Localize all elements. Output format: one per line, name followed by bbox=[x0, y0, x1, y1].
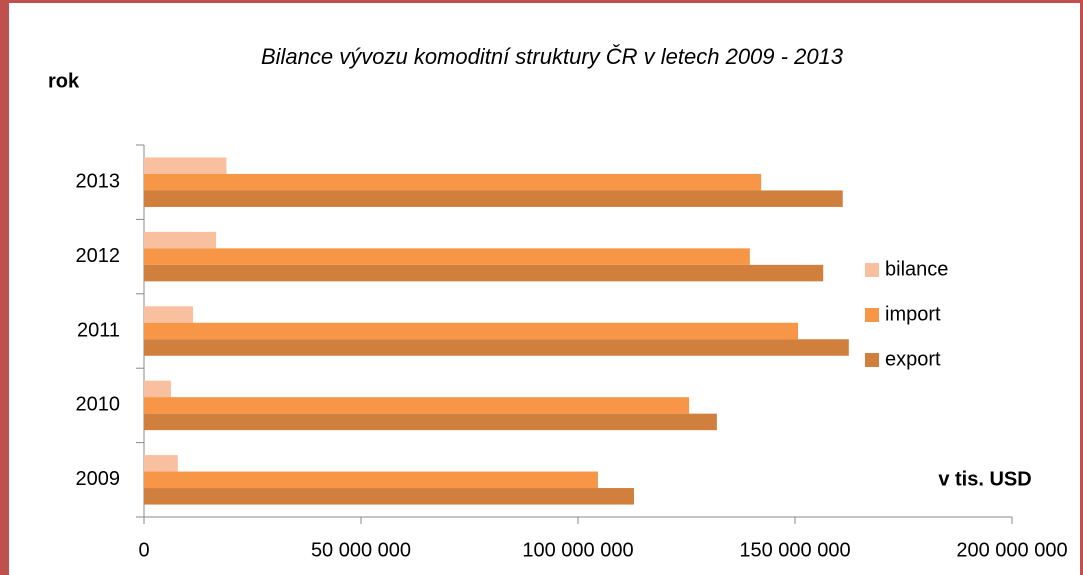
legend-label: bilance bbox=[885, 258, 948, 280]
y-tick-label: 2012 bbox=[76, 245, 121, 267]
x-tick-label: 50 000 000 bbox=[311, 539, 411, 561]
bar bbox=[144, 488, 634, 505]
x-tick-label: 200 000 000 bbox=[956, 539, 1067, 561]
bar bbox=[144, 231, 217, 249]
bar bbox=[144, 413, 717, 431]
y-axis-label: rok bbox=[48, 70, 80, 92]
legend-swatch bbox=[865, 353, 879, 367]
bar bbox=[144, 339, 849, 356]
bar bbox=[144, 190, 843, 207]
legend-label: import bbox=[885, 303, 941, 325]
chart-title: Bilance vývozu komoditní struktury ČR v … bbox=[261, 44, 844, 69]
x-axis-label: v tis. USD bbox=[938, 468, 1031, 490]
bar bbox=[144, 306, 194, 323]
x-tick-label: 100 000 000 bbox=[522, 539, 633, 561]
bar bbox=[144, 248, 750, 265]
y-tick-label: 2010 bbox=[76, 394, 121, 416]
bar bbox=[144, 397, 690, 414]
bar bbox=[144, 173, 762, 191]
y-tick-label: 2013 bbox=[76, 170, 121, 192]
bar bbox=[144, 157, 227, 174]
x-tick-label: 0 bbox=[138, 539, 149, 561]
bar bbox=[144, 264, 824, 282]
legend-swatch bbox=[865, 308, 879, 322]
frame-left bbox=[0, 0, 9, 575]
bar bbox=[144, 322, 799, 340]
bar bbox=[144, 455, 178, 472]
x-tick-label: 150 000 000 bbox=[739, 539, 850, 561]
legend-label: export bbox=[885, 348, 941, 370]
y-tick-label: 2011 bbox=[77, 319, 120, 341]
legend-swatch bbox=[865, 263, 879, 277]
bar bbox=[144, 471, 598, 489]
bar bbox=[144, 380, 171, 398]
y-tick-label: 2009 bbox=[76, 468, 121, 490]
